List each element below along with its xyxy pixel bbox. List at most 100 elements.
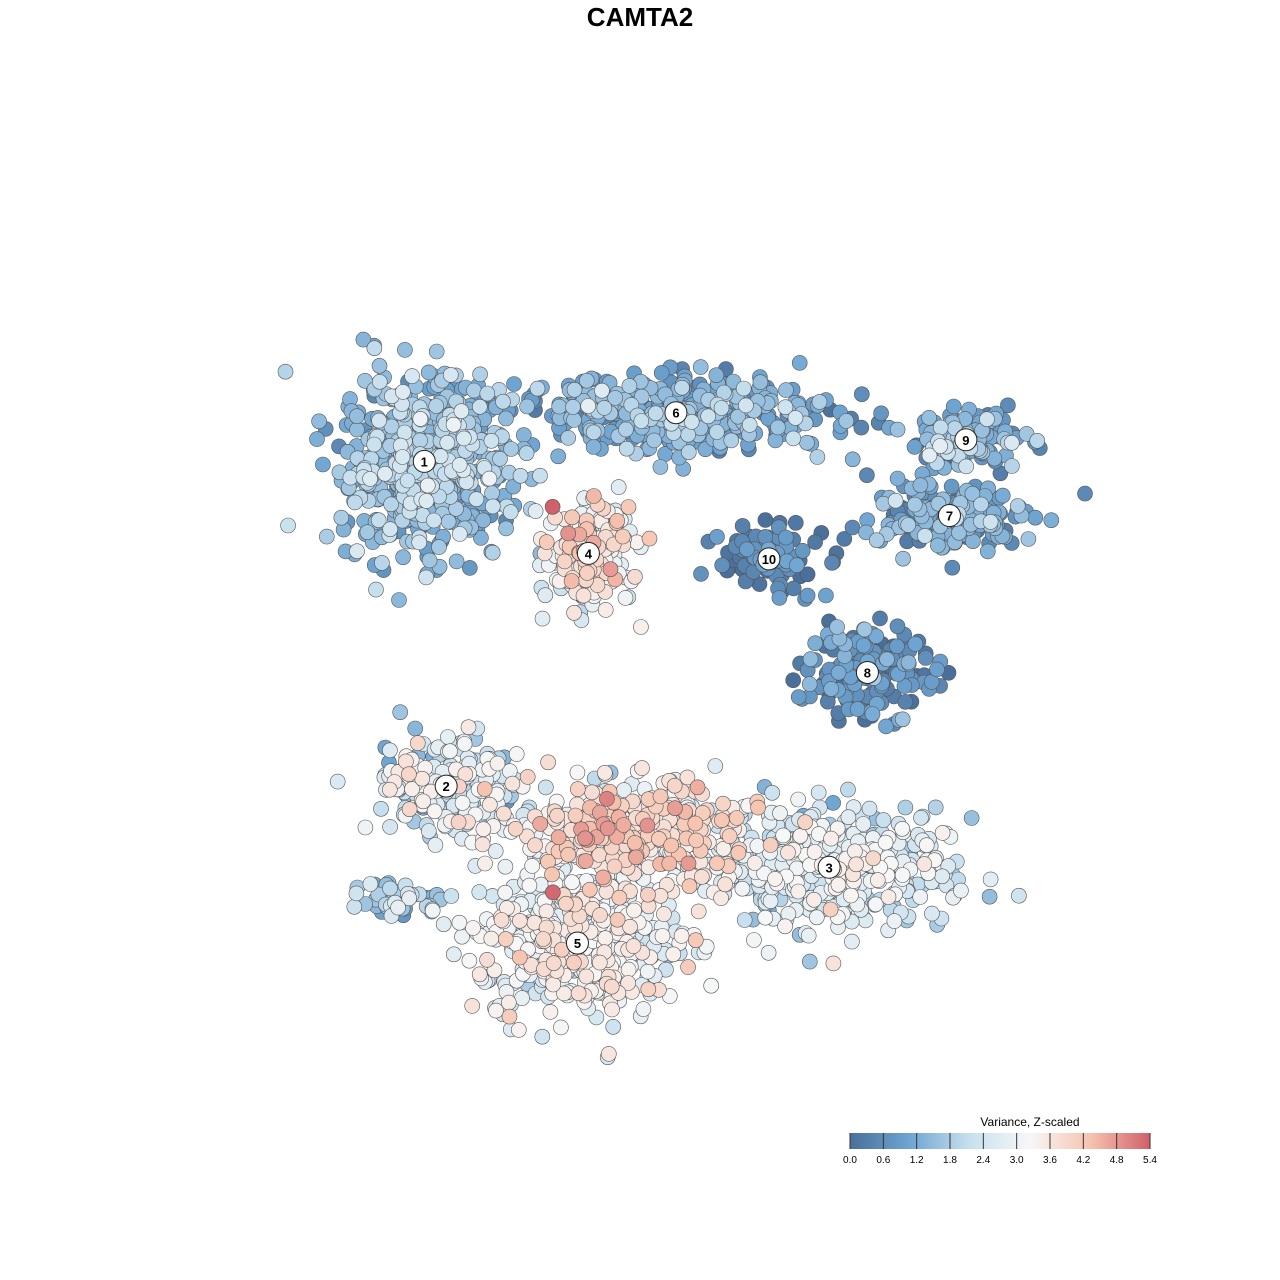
colorbar-tick-label: 3.0 xyxy=(1010,1155,1024,1166)
data-point xyxy=(771,590,788,606)
data-point xyxy=(840,809,857,826)
data-point xyxy=(575,587,592,604)
data-point xyxy=(398,753,414,770)
data-point xyxy=(707,758,724,774)
data-point xyxy=(610,479,627,495)
data-point xyxy=(368,581,384,598)
data-point xyxy=(615,817,632,833)
data-point xyxy=(856,621,873,638)
points-layer xyxy=(277,331,1093,1065)
data-point xyxy=(550,448,567,465)
data-point xyxy=(807,534,823,550)
data-point xyxy=(401,801,418,818)
data-point xyxy=(488,1002,504,1019)
data-point xyxy=(917,650,934,666)
data-point xyxy=(875,812,892,828)
data-point xyxy=(844,451,861,468)
data-point xyxy=(567,807,584,824)
data-point xyxy=(524,858,541,874)
data-point xyxy=(451,526,468,542)
data-point xyxy=(681,878,698,895)
data-point xyxy=(484,498,501,515)
data-point xyxy=(797,814,813,831)
data-point xyxy=(600,1046,617,1062)
data-point xyxy=(333,509,350,526)
data-point xyxy=(280,517,296,534)
data-point xyxy=(633,619,649,635)
data-point xyxy=(932,438,949,454)
data-point xyxy=(661,855,678,872)
data-point xyxy=(399,472,416,489)
data-point xyxy=(535,931,552,947)
data-point xyxy=(749,838,766,854)
data-point xyxy=(515,427,532,443)
data-point xyxy=(534,1028,551,1045)
cluster-label-text: 8 xyxy=(864,665,871,680)
data-point xyxy=(621,378,638,394)
data-point xyxy=(713,400,730,416)
data-point xyxy=(1011,887,1027,904)
data-point xyxy=(872,610,888,627)
data-point xyxy=(800,927,817,944)
data-point xyxy=(836,531,853,547)
data-point xyxy=(640,886,656,903)
data-point xyxy=(558,895,574,912)
data-point xyxy=(787,514,804,531)
data-point xyxy=(673,928,690,944)
colorbar-tick-label: 1.8 xyxy=(943,1155,957,1166)
data-point xyxy=(780,844,796,861)
data-point xyxy=(736,912,753,928)
data-point xyxy=(886,913,903,929)
data-point xyxy=(840,781,856,798)
data-point xyxy=(964,485,981,502)
data-point xyxy=(501,1008,518,1025)
data-point xyxy=(717,876,733,893)
data-point xyxy=(594,382,610,399)
data-point xyxy=(556,553,573,570)
data-point xyxy=(958,458,975,475)
data-point xyxy=(641,530,658,547)
data-point xyxy=(667,800,683,817)
data-point xyxy=(544,866,560,883)
data-point xyxy=(730,845,747,861)
data-point xyxy=(907,636,924,652)
data-point xyxy=(865,850,882,867)
data-point xyxy=(507,820,524,837)
data-point xyxy=(419,477,436,494)
data-point xyxy=(445,416,462,433)
data-point xyxy=(475,821,492,838)
colorbar-tick-label: 4.2 xyxy=(1076,1155,1090,1166)
data-point xyxy=(626,902,642,919)
data-point xyxy=(348,885,365,902)
data-point xyxy=(801,953,818,970)
data-point xyxy=(426,512,442,529)
data-point xyxy=(787,410,804,426)
data-point xyxy=(979,543,996,560)
data-point xyxy=(560,525,577,542)
data-point xyxy=(484,485,500,501)
cluster-label-1: 1 xyxy=(412,449,436,473)
data-point xyxy=(708,367,725,384)
data-point xyxy=(785,430,802,447)
data-point xyxy=(359,524,376,541)
data-point xyxy=(859,467,875,484)
data-point xyxy=(628,849,644,866)
data-point xyxy=(680,444,697,461)
data-point xyxy=(585,439,602,455)
data-point xyxy=(349,408,365,425)
data-point xyxy=(750,799,766,816)
data-point xyxy=(811,394,828,410)
data-point xyxy=(474,836,491,853)
data-point xyxy=(390,899,406,916)
data-point xyxy=(762,893,779,909)
data-point xyxy=(381,781,398,798)
data-point xyxy=(511,912,528,929)
data-point xyxy=(418,493,435,509)
data-point xyxy=(735,380,752,397)
data-point xyxy=(428,398,445,414)
data-point xyxy=(411,534,428,551)
data-point xyxy=(538,534,555,550)
data-point xyxy=(844,519,861,536)
data-point xyxy=(844,933,860,950)
